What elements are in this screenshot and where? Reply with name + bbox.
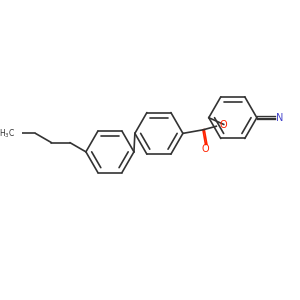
Text: O: O <box>219 120 227 130</box>
Text: N: N <box>276 113 284 123</box>
Text: O: O <box>202 144 209 154</box>
Text: $\mathregular{H_3C}$: $\mathregular{H_3C}$ <box>0 127 15 140</box>
